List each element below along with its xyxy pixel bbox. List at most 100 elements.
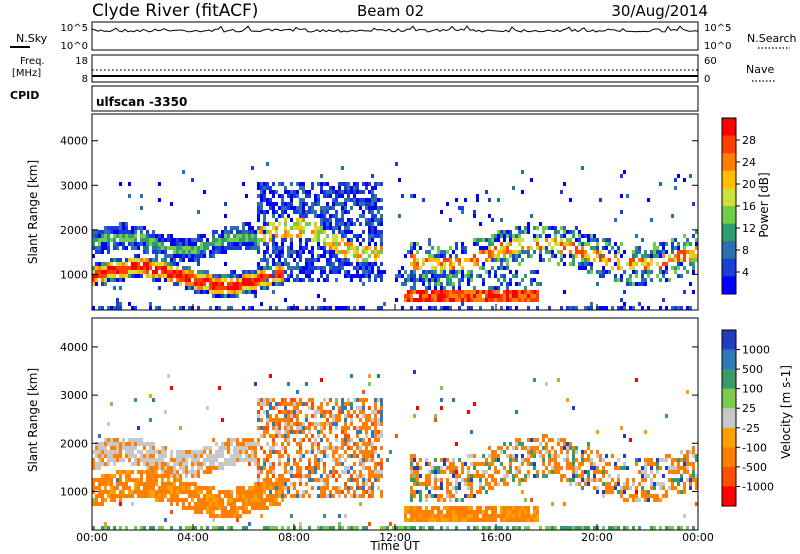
heatmap-cell — [269, 206, 272, 210]
heatmap-cell — [665, 414, 668, 418]
heatmap-cell — [146, 274, 149, 278]
heatmap-cell — [455, 490, 458, 494]
heatmap-cell — [431, 514, 434, 518]
heatmap-cell — [248, 282, 251, 286]
heatmap-cell — [257, 274, 260, 278]
heatmap-cell — [257, 242, 260, 246]
heatmap-cell — [416, 262, 419, 266]
heatmap-cell — [347, 490, 350, 494]
heatmap-cell — [443, 470, 446, 474]
heatmap-cell — [527, 470, 530, 474]
heatmap-cell — [569, 478, 572, 482]
heatmap-cell — [146, 266, 149, 270]
heatmap-cell — [563, 458, 566, 462]
heatmap-cell — [116, 446, 119, 450]
heatmap-cell — [503, 506, 506, 510]
heatmap-cell — [620, 174, 623, 178]
heatmap-cell — [128, 490, 131, 494]
heatmap-cell — [218, 446, 221, 450]
heatmap-cell — [158, 466, 161, 470]
heatmap-cell — [653, 246, 656, 250]
heatmap-cell — [287, 442, 290, 446]
heatmap-cell — [299, 226, 302, 230]
heatmap-cell — [554, 226, 557, 230]
heatmap-cell — [266, 454, 269, 458]
heatmap-cell — [194, 502, 197, 506]
heatmap-cell — [371, 230, 374, 234]
heatmap-cell — [476, 294, 479, 298]
heatmap-cell — [638, 482, 641, 486]
heatmap-cell — [425, 518, 428, 522]
heatmap-cell — [632, 526, 635, 530]
heatmap-cell — [332, 202, 335, 206]
heatmap-cell — [632, 498, 635, 502]
heatmap-cell — [428, 514, 431, 518]
heatmap-cell — [494, 234, 497, 238]
heatmap-cell — [293, 438, 296, 442]
heatmap-cell — [272, 274, 275, 278]
heatmap-cell — [104, 498, 107, 502]
heatmap-cell — [266, 202, 269, 206]
heatmap-cell — [437, 486, 440, 490]
heatmap-cell — [263, 254, 266, 258]
heatmap-cell — [620, 494, 623, 498]
heatmap-cell — [458, 270, 461, 274]
heatmap-cell — [689, 306, 692, 310]
heatmap-cell — [134, 306, 137, 310]
heatmap-cell — [476, 514, 479, 518]
heatmap-cell — [113, 258, 116, 262]
heatmap-cell — [422, 482, 425, 486]
heatmap-cell — [671, 214, 674, 218]
heatmap-cell — [602, 274, 605, 278]
heatmap-cell — [689, 482, 692, 486]
heatmap-cell — [317, 198, 320, 202]
heatmap-cell — [218, 274, 221, 278]
heatmap-cell — [494, 258, 497, 262]
heatmap-cell — [197, 234, 200, 238]
heatmap-cell — [131, 230, 134, 234]
heatmap-cell — [362, 202, 365, 206]
heatmap-cell — [410, 490, 413, 494]
heatmap-cell — [605, 454, 608, 458]
heatmap-cell — [263, 186, 266, 190]
heatmap-cell — [212, 510, 215, 514]
heatmap-cell — [350, 474, 353, 478]
heatmap-cell — [311, 206, 314, 210]
heatmap-cell — [428, 286, 431, 290]
heatmap-cell — [503, 466, 506, 470]
heatmap-cell — [323, 414, 326, 418]
heatmap-cell — [662, 486, 665, 490]
heatmap-cell — [221, 442, 224, 446]
heatmap-cell — [380, 402, 383, 406]
heatmap-cell — [212, 282, 215, 286]
heatmap-cell — [350, 466, 353, 470]
heatmap-cell — [449, 218, 452, 222]
colorbar-swatch — [722, 330, 736, 351]
heatmap-cell — [287, 526, 290, 530]
heatmap-cell — [251, 242, 254, 246]
heatmap-cell — [518, 242, 521, 246]
heatmap-cell — [275, 250, 278, 254]
heatmap-cell — [260, 406, 263, 410]
heatmap-cell — [533, 466, 536, 470]
heatmap-cell — [683, 242, 686, 246]
heatmap-cell — [530, 298, 533, 302]
heatmap-cell — [155, 234, 158, 238]
heatmap-cell — [608, 258, 611, 262]
heatmap-cell — [494, 274, 497, 278]
heatmap-cell — [617, 482, 620, 486]
heatmap-cell — [287, 234, 290, 238]
heatmap-cell — [182, 482, 185, 486]
heatmap-cell — [332, 418, 335, 422]
heatmap-cell — [200, 274, 203, 278]
heatmap-cell — [335, 194, 338, 198]
heatmap-cell — [107, 458, 110, 462]
heatmap-cell — [482, 250, 485, 254]
heatmap-cell — [260, 502, 263, 506]
heatmap-cell — [281, 238, 284, 242]
heatmap-cell — [689, 462, 692, 466]
heatmap-cell — [293, 258, 296, 262]
heatmap-cell — [476, 490, 479, 494]
heatmap-cell — [620, 306, 623, 310]
